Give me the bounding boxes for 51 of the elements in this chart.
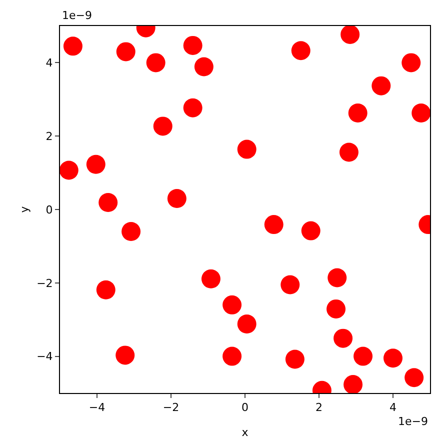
point	[194, 57, 214, 76]
point	[334, 328, 353, 348]
point	[153, 116, 172, 136]
point	[372, 76, 391, 96]
point	[404, 368, 424, 388]
point	[60, 160, 78, 180]
y-tick-label: −4	[36, 350, 53, 364]
point	[348, 103, 368, 122]
y-tick-label: 4	[46, 56, 53, 70]
point	[344, 375, 363, 393]
point	[339, 142, 358, 162]
point	[201, 269, 220, 288]
point	[402, 53, 421, 72]
x-axis-title: x	[242, 426, 249, 439]
point	[354, 346, 373, 366]
point	[222, 346, 242, 366]
point	[222, 295, 242, 314]
point	[167, 188, 186, 208]
y-tick-label: −2	[36, 276, 53, 290]
point	[116, 42, 136, 62]
x-tick-label: 0	[242, 401, 248, 414]
point	[96, 280, 116, 300]
y-tick-label: 0	[46, 203, 53, 216]
point	[116, 346, 135, 365]
point	[183, 98, 202, 118]
point	[280, 275, 300, 294]
point	[326, 299, 346, 318]
point	[63, 36, 82, 56]
text: 1e−9	[62, 9, 92, 22]
x-tick-label: 2	[316, 401, 322, 414]
point	[86, 154, 106, 174]
point	[237, 314, 256, 334]
y-axis-title: y	[18, 206, 31, 213]
point	[291, 41, 310, 60]
point	[301, 221, 320, 240]
point	[183, 36, 202, 55]
x-tick-label: −2	[162, 401, 180, 414]
point	[264, 215, 284, 234]
point	[237, 140, 256, 159]
point	[412, 103, 430, 122]
point	[285, 350, 304, 369]
point	[98, 193, 118, 212]
point	[146, 53, 166, 72]
x-tick-label: 4	[390, 401, 396, 414]
y-tick-label: 2	[46, 130, 53, 143]
point	[340, 26, 360, 44]
x-tick-label: −4	[88, 401, 106, 414]
point	[328, 268, 347, 288]
point	[122, 222, 141, 242]
text: 1e−9	[398, 415, 428, 428]
point	[384, 348, 402, 368]
